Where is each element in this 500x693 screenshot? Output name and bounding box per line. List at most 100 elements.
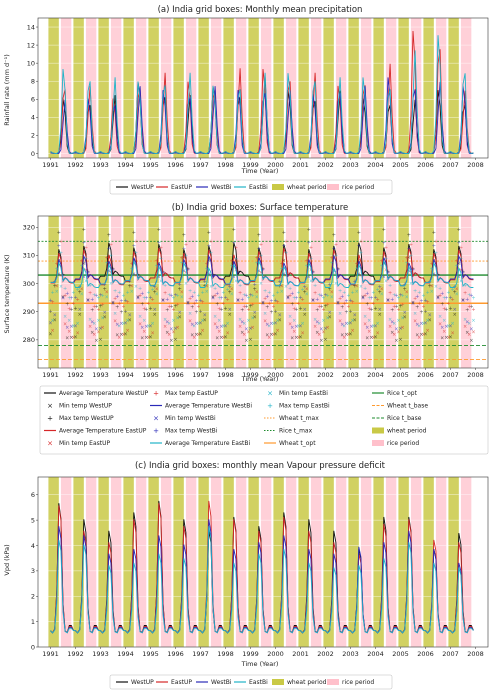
max-temp-marker: + xyxy=(463,290,467,296)
min-temp-marker: × xyxy=(107,269,111,275)
min-temp-marker: × xyxy=(346,321,350,327)
x-tick-label: 2000 xyxy=(267,371,284,379)
max-temp-marker: + xyxy=(319,304,323,310)
min-temp-marker: × xyxy=(228,312,232,318)
min-temp-marker: × xyxy=(459,267,463,273)
min-temp-marker: × xyxy=(169,338,173,344)
max-temp-marker: + xyxy=(138,293,142,299)
min-temp-marker: × xyxy=(109,270,113,276)
max-temp-marker: + xyxy=(459,245,463,251)
min-temp-marker: × xyxy=(78,312,82,318)
max-temp-marker: + xyxy=(136,273,140,279)
max-temp-marker: + xyxy=(467,304,471,310)
min-temp-marker: × xyxy=(296,324,300,330)
max-temp-marker: + xyxy=(113,296,117,302)
rice-period-band xyxy=(285,18,297,158)
panel-a-title: (a) India grid boxes: Monthly mean preci… xyxy=(158,5,363,15)
max-temp-marker: + xyxy=(182,233,186,239)
max-temp-marker: + xyxy=(178,282,182,288)
x-tick-label: 1996 xyxy=(167,650,184,658)
min-temp-marker: × xyxy=(205,284,209,290)
min-temp-marker: × xyxy=(267,324,271,330)
min-temp-marker: × xyxy=(163,324,167,330)
max-temp-marker: + xyxy=(386,270,390,276)
min-temp-marker: × xyxy=(96,329,100,335)
min-temp-marker: × xyxy=(109,281,113,287)
max-temp-marker: + xyxy=(198,298,202,304)
max-temp-marker: + xyxy=(413,289,417,295)
max-temp-marker: + xyxy=(163,283,167,289)
max-temp-marker: + xyxy=(184,242,188,248)
wheat-period-band xyxy=(298,216,309,368)
min-temp-marker: × xyxy=(471,318,475,324)
min-temp-marker: × xyxy=(325,325,329,331)
max-temp-marker: + xyxy=(148,306,152,312)
max-temp-marker: + xyxy=(150,287,154,293)
max-temp-marker: + xyxy=(167,293,171,299)
max-temp-marker: + xyxy=(371,290,375,296)
max-temp-marker: + xyxy=(263,296,267,302)
max-temp-marker: + xyxy=(271,293,275,299)
max-temp-marker: + xyxy=(115,304,119,310)
max-temp-marker: + xyxy=(171,307,175,313)
max-temp-marker: + xyxy=(223,306,227,312)
y-tick-label: 1 xyxy=(31,618,35,626)
x-tick-label: 2001 xyxy=(292,371,309,379)
min-temp-marker: × xyxy=(394,327,398,333)
max-temp-marker: + xyxy=(98,303,102,309)
min-temp-marker: × xyxy=(182,269,186,275)
min-temp-marker: × xyxy=(469,338,473,344)
rice-period-band xyxy=(210,477,222,647)
min-temp-marker: × xyxy=(261,300,265,306)
max-temp-marker: + xyxy=(328,286,332,292)
y-tick-label: 6 xyxy=(31,491,35,499)
max-temp-marker: + xyxy=(236,270,240,276)
max-temp-marker: + xyxy=(275,290,279,296)
min-temp-marker: × xyxy=(163,317,167,323)
max-temp-marker: + xyxy=(419,298,423,304)
x-tick-label: 2000 xyxy=(267,161,284,169)
min-temp-marker: × xyxy=(67,329,71,335)
min-temp-marker: × xyxy=(332,269,336,275)
max-temp-marker: + xyxy=(125,290,129,296)
min-temp-marker: × xyxy=(398,337,402,343)
max-temp-marker: + xyxy=(353,284,357,290)
x-tick-label: 2002 xyxy=(317,371,334,379)
x-tick-label: 2000 xyxy=(267,650,284,658)
x-tick-label: 2008 xyxy=(467,371,484,379)
max-temp-marker: + xyxy=(375,287,379,293)
min-temp-marker: × xyxy=(246,318,250,324)
min-temp-marker: × xyxy=(130,284,134,290)
x-tick-label: 1996 xyxy=(167,371,184,379)
min-temp-marker: × xyxy=(265,322,269,328)
legend-label: Average Temperature EastBi xyxy=(165,440,251,447)
min-temp-marker: × xyxy=(128,313,132,319)
rice-period-band xyxy=(285,477,297,647)
max-temp-marker: + xyxy=(363,293,367,299)
max-temp-marker: + xyxy=(180,256,184,262)
max-temp-marker: + xyxy=(290,302,294,308)
min-temp-marker: × xyxy=(284,284,288,290)
max-temp-marker: + xyxy=(182,246,186,252)
min-temp-marker: × xyxy=(319,327,323,333)
min-temp-marker: × xyxy=(423,332,427,338)
max-temp-marker: + xyxy=(165,307,169,313)
min-temp-marker: × xyxy=(334,281,338,287)
min-temp-marker: × xyxy=(140,325,144,331)
min-temp-marker: × xyxy=(73,334,77,340)
rice-period-band xyxy=(310,216,322,368)
max-temp-marker: + xyxy=(294,307,298,313)
max-temp-marker: + xyxy=(221,290,225,296)
max-temp-marker: + xyxy=(455,258,459,264)
legend-label: Average Temperature WestUP xyxy=(59,390,149,397)
max-temp-marker: + xyxy=(228,289,232,295)
max-temp-marker: + xyxy=(330,261,334,267)
max-temp-marker: + xyxy=(328,282,332,288)
legend-swatch xyxy=(372,427,384,434)
x-tick-label: 2003 xyxy=(342,371,359,379)
min-temp-marker: × xyxy=(119,332,123,338)
max-temp-marker: + xyxy=(232,241,236,247)
legend-item: Average Temperature EastBi xyxy=(150,440,251,447)
max-temp-marker: + xyxy=(436,273,440,279)
min-temp-marker: × xyxy=(298,323,302,329)
